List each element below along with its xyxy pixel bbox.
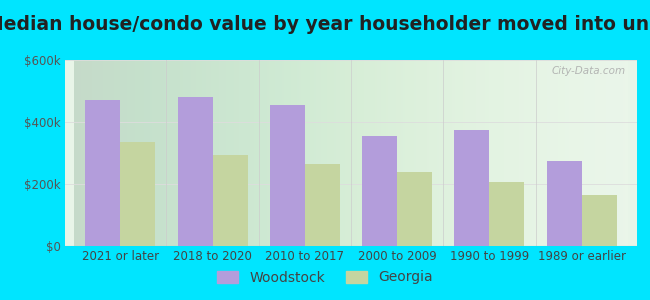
- Bar: [305, 164, 340, 246]
- Bar: [582, 195, 617, 246]
- Bar: [362, 136, 397, 246]
- Bar: [489, 182, 525, 246]
- Bar: [397, 172, 432, 246]
- Bar: [270, 105, 305, 246]
- Text: City-Data.com: City-Data.com: [551, 66, 625, 76]
- Bar: [85, 100, 120, 246]
- Text: Median house/condo value by year householder moved into unit: Median house/condo value by year househo…: [0, 14, 650, 34]
- Bar: [120, 142, 155, 246]
- Bar: [177, 97, 213, 246]
- Legend: Woodstock, Georgia: Woodstock, Georgia: [212, 265, 438, 290]
- Bar: [454, 130, 489, 246]
- Bar: [213, 154, 248, 246]
- Bar: [547, 161, 582, 246]
